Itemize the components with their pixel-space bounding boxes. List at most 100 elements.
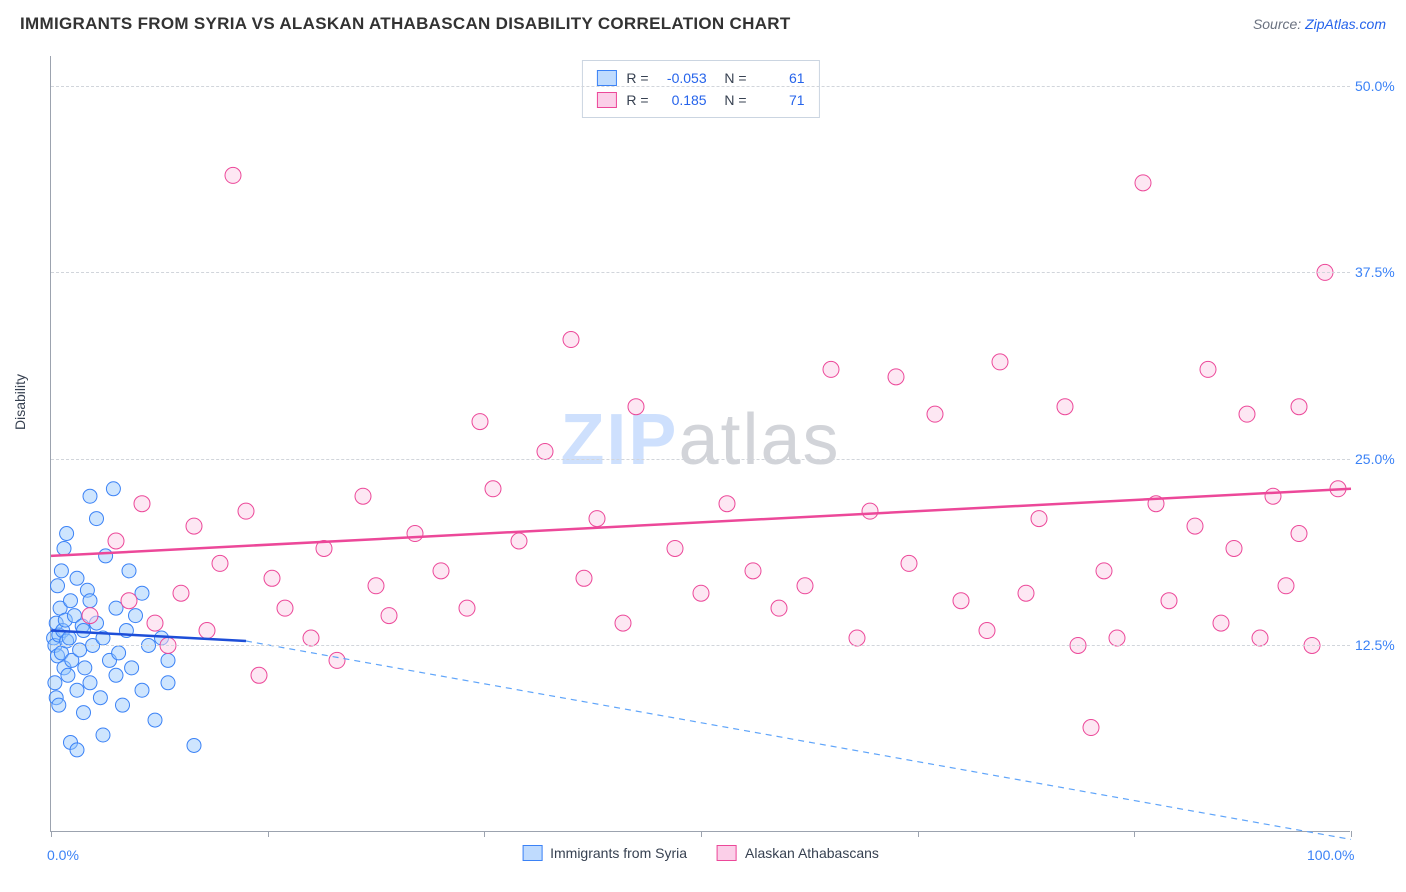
scatter-point <box>147 615 163 631</box>
legend-label-athabascan: Alaskan Athabascans <box>745 845 879 861</box>
scatter-point <box>433 563 449 579</box>
scatter-point <box>1213 615 1229 631</box>
x-tick <box>1351 831 1352 837</box>
scatter-point <box>979 623 995 639</box>
scatter-point <box>1135 175 1151 191</box>
scatter-point <box>576 570 592 586</box>
swatch-syria <box>596 70 616 86</box>
correlation-stats-box: R = -0.053 N = 61 R = 0.185 N = 71 <box>581 60 819 118</box>
scatter-svg <box>51 56 1350 831</box>
x-tick <box>701 831 702 837</box>
scatter-point <box>472 414 488 430</box>
scatter-point <box>112 646 126 660</box>
scatter-point <box>99 549 113 563</box>
scatter-point <box>108 533 124 549</box>
scatter-point <box>129 609 143 623</box>
scatter-point <box>83 594 97 608</box>
scatter-point <box>187 738 201 752</box>
scatter-point <box>407 526 423 542</box>
scatter-point <box>134 496 150 512</box>
scatter-point <box>1083 720 1099 736</box>
scatter-point <box>1161 593 1177 609</box>
y-tick-label: 25.0% <box>1355 451 1406 467</box>
scatter-point <box>161 676 175 690</box>
scatter-point <box>563 332 579 348</box>
scatter-point <box>60 527 74 541</box>
x-tick <box>1134 831 1135 837</box>
scatter-point <box>992 354 1008 370</box>
x-tick <box>918 831 919 837</box>
scatter-point <box>901 555 917 571</box>
y-tick-label: 12.5% <box>1355 637 1406 653</box>
scatter-point <box>57 541 71 555</box>
scatter-point <box>1057 399 1073 415</box>
scatter-point <box>54 564 68 578</box>
scatter-point <box>77 624 91 638</box>
y-tick-label: 50.0% <box>1355 78 1406 94</box>
scatter-point <box>106 482 120 496</box>
scatter-point <box>862 503 878 519</box>
r-value-athabascan: 0.185 <box>659 89 707 111</box>
scatter-point <box>83 676 97 690</box>
scatter-point <box>1265 488 1281 504</box>
scatter-point <box>745 563 761 579</box>
scatter-point <box>1291 399 1307 415</box>
scatter-point <box>199 623 215 639</box>
scatter-point <box>303 630 319 646</box>
gridline-h <box>51 272 1350 273</box>
scatter-point <box>122 564 136 578</box>
legend-swatch-athabascan <box>717 845 737 861</box>
scatter-point <box>251 667 267 683</box>
n-value-athabascan: 71 <box>757 89 805 111</box>
scatter-point <box>52 698 66 712</box>
scatter-point <box>719 496 735 512</box>
plot-area: ZIPatlas R = -0.053 N = 61 R = 0.185 N =… <box>50 56 1350 832</box>
scatter-point <box>953 593 969 609</box>
legend: Immigrants from Syria Alaskan Athabascan… <box>522 845 879 861</box>
scatter-point <box>125 661 139 675</box>
scatter-point <box>109 668 123 682</box>
scatter-point <box>186 518 202 534</box>
scatter-point <box>264 570 280 586</box>
source-link[interactable]: ZipAtlas.com <box>1305 16 1386 32</box>
legend-item-syria: Immigrants from Syria <box>522 845 687 861</box>
scatter-point <box>225 167 241 183</box>
scatter-point <box>64 594 78 608</box>
legend-label-syria: Immigrants from Syria <box>550 845 687 861</box>
source-attribution: Source: ZipAtlas.com <box>1253 16 1386 32</box>
scatter-point <box>485 481 501 497</box>
scatter-point <box>135 683 149 697</box>
scatter-point <box>62 631 76 645</box>
scatter-point <box>511 533 527 549</box>
scatter-point <box>927 406 943 422</box>
x-tick <box>484 831 485 837</box>
scatter-point <box>1109 630 1125 646</box>
scatter-point <box>615 615 631 631</box>
scatter-point <box>1187 518 1203 534</box>
scatter-point <box>70 743 84 757</box>
legend-swatch-syria <box>522 845 542 861</box>
scatter-point <box>771 600 787 616</box>
legend-item-athabascan: Alaskan Athabascans <box>717 845 879 861</box>
scatter-point <box>329 652 345 668</box>
chart-title: IMMIGRANTS FROM SYRIA VS ALASKAN ATHABAS… <box>20 14 791 34</box>
y-tick-label: 37.5% <box>1355 264 1406 280</box>
x-tick <box>268 831 269 837</box>
scatter-point <box>888 369 904 385</box>
scatter-point <box>277 600 293 616</box>
scatter-point <box>93 691 107 705</box>
scatter-point <box>173 585 189 601</box>
scatter-point <box>96 728 110 742</box>
scatter-point <box>693 585 709 601</box>
scatter-point <box>1096 563 1112 579</box>
scatter-point <box>82 608 98 624</box>
scatter-point <box>355 488 371 504</box>
scatter-point <box>51 579 65 593</box>
scatter-point <box>628 399 644 415</box>
scatter-point <box>368 578 384 594</box>
scatter-point <box>78 661 92 675</box>
scatter-point <box>823 361 839 377</box>
gridline-h <box>51 86 1350 87</box>
scatter-point <box>459 600 475 616</box>
gridline-h <box>51 645 1350 646</box>
